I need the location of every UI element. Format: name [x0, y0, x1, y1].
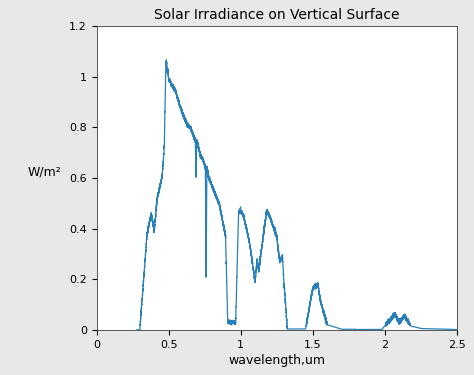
X-axis label: wavelength,um: wavelength,um [228, 354, 325, 367]
Y-axis label: W/m²: W/m² [27, 165, 61, 178]
Title: Solar Irradiance on Vertical Surface: Solar Irradiance on Vertical Surface [154, 8, 400, 22]
